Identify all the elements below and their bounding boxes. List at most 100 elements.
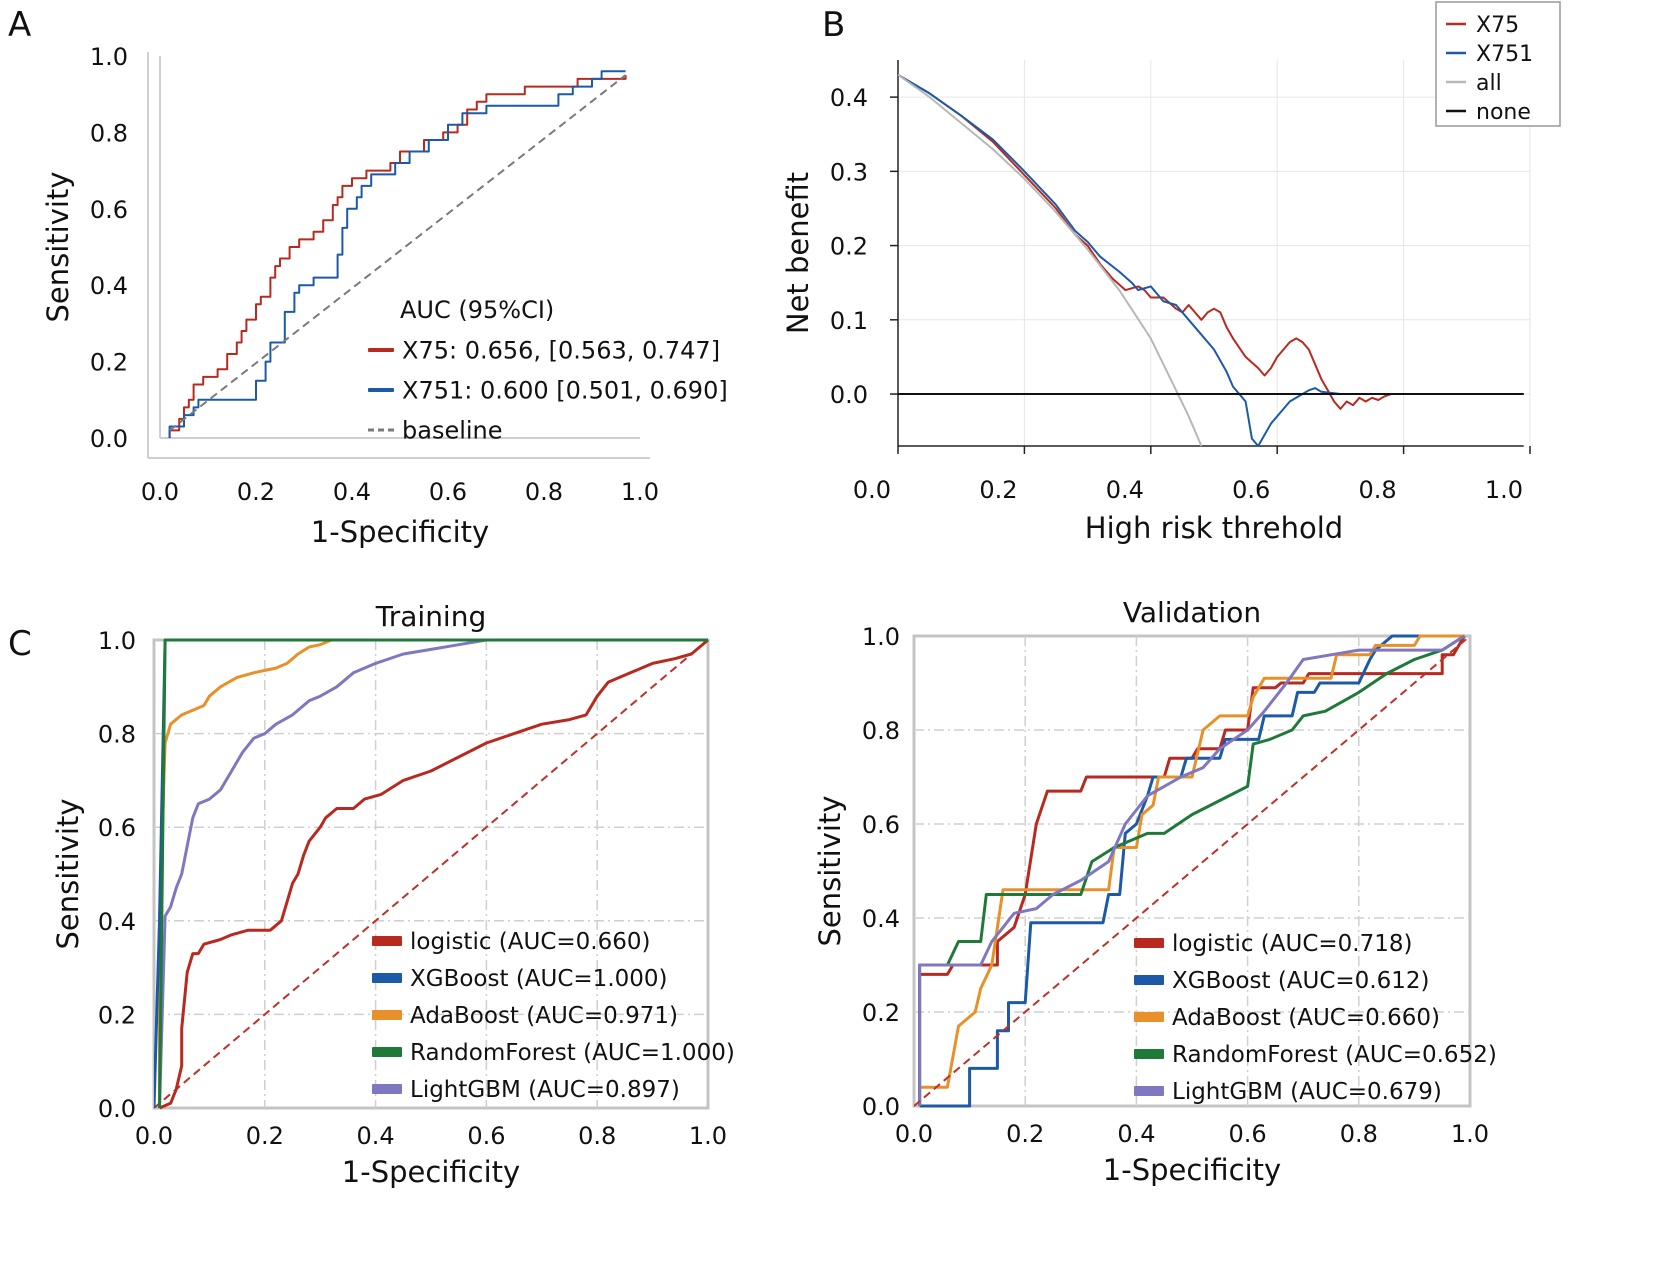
legend-swatch-adaboost-auc-0-660 [1134,1012,1164,1022]
x-tick-label: 0.0 [895,1120,933,1148]
x-axis-label: 1-Specificity [1103,1153,1281,1187]
y-axis-label: Sensitivity [41,172,75,323]
series-line-x751-0-600-0-501-0-690 [168,70,626,438]
y-axis-label: Sensitivity [51,799,85,950]
series-line-baseline [154,639,709,1109]
y-tick-label: 0.2 [830,233,868,261]
series-line-baseline [168,74,627,432]
legend-swatch-randomforest-auc-1-000 [372,1047,402,1057]
y-tick-label: 0.2 [862,999,900,1027]
legend-label-xgboost-auc-1-000: XGBoost (AUC=1.000) [410,966,668,992]
y-tick-label: 0.4 [98,908,136,936]
legend-swatch-logistic-auc-0-660 [372,936,402,946]
panel-c-training-roc-chart: 0.0 0.2 0.4 0.6 0.8 1.0 0.0 0.2 0.4 0.6 0.8 1.0 1-Sp… [51,600,735,1189]
legend-swatch-xgboost-auc-0-612 [1134,975,1164,985]
series-line-baseline [914,635,1471,1107]
y-tick-label: 1.0 [90,43,128,71]
legend-label-none: none [1476,100,1531,125]
x-tick-label: 0.8 [578,1122,616,1150]
y-axis-label: Net benefit [781,172,815,334]
y-tick-label: 0.8 [98,721,136,749]
y-tick-label: 0.0 [98,1095,136,1123]
legend-swatch-lightgbm-auc-0-679 [1134,1086,1164,1096]
x-tick-label: 0.0 [141,478,179,506]
y-tick-label: 0.6 [98,814,136,842]
legend-swatch-logistic-auc-0-718 [1134,938,1164,948]
legend-label-randomforest-auc-1-000: RandomForest (AUC=1.000) [410,1040,735,1066]
panel-label-b: B [822,5,845,45]
legend-label-adaboost-auc-0-971: AdaBoost (AUC=0.971) [410,1003,678,1029]
x-axis-label: High risk threhold [1085,511,1343,545]
plot-frame [912,634,1472,1108]
x-tick-label: 0.6 [467,1122,505,1150]
x-tick-label: 0.6 [1229,1120,1267,1148]
y-tick-label: 0.1 [830,307,868,335]
legend-label-adaboost-auc-0-660: AdaBoost (AUC=0.660) [1172,1005,1440,1031]
x-tick-label: 0.6 [1232,476,1270,504]
legend-label-all: all [1476,71,1502,96]
y-tick-label: 0.0 [862,1093,900,1121]
y-tick-label: 1.0 [862,623,900,651]
x-tick-label: 0.4 [333,478,371,506]
x-tick-label: 0.2 [237,478,275,506]
legend-swatch-xgboost-auc-1-000 [372,973,402,983]
y-tick-label: 0.2 [98,1001,136,1029]
x-tick-label: 0.0 [853,476,891,504]
panel-c-validation-roc-chart: 0.0 0.2 0.4 0.6 0.8 1.0 0.0 0.2 0.4 0.6 0.8 1.0 1-Sp… [813,596,1497,1187]
series-line-x751 [898,73,1524,447]
y-tick-label: 0.0 [90,425,128,453]
legend-swatch-lightgbm-auc-0-897 [372,1084,402,1094]
legend-swatch-adaboost-auc-0-971 [372,1010,402,1020]
x-tick-label: 0.6 [429,478,467,506]
series-line-lightgbm-auc-0-897 [158,638,708,1109]
legend-label-baseline: baseline [402,416,503,444]
x-tick-label: 1.0 [1485,476,1523,504]
x-tick-label: 0.8 [1340,1120,1378,1148]
legend-label-lightgbm-auc-0-897: LightGBM (AUC=0.897) [410,1077,680,1103]
x-tick-label: 1.0 [1451,1120,1489,1148]
legend-label-randomforest-auc-0-652: RandomForest (AUC=0.652) [1172,1042,1497,1068]
series-line-randomforest-auc-1-000 [158,638,708,1109]
y-tick-label: 0.6 [862,811,900,839]
y-tick-label: 1.0 [98,627,136,655]
series-line-x75 [898,73,1392,410]
series-line-logistic-auc-0-660 [158,638,709,1110]
x-tick-label: 0.8 [525,478,563,506]
y-tick-label: 0.2 [90,349,128,377]
y-tick-label: 0.0 [830,381,868,409]
legend-label-x751: X751 [1476,42,1533,67]
series-line-all [898,73,1203,447]
x-tick-label: 0.2 [979,476,1017,504]
legend-swatch-x751-0-600-0-501-0-690 [368,388,394,392]
legend-label-logistic-auc-0-718: logistic (AUC=0.718) [1172,931,1413,957]
chart-title: Training [375,600,486,633]
y-tick-label: 0.8 [862,717,900,745]
series-line-randomforest-auc-0-652 [918,634,1466,1106]
y-tick-label: 0.4 [830,84,868,112]
series-line-lightgbm-auc-0-679 [918,634,1466,1106]
legend-label-x751-0-600-0-501-0-690: X751: 0.600 [0.501, 0.690] [402,376,728,404]
legend-swatch-x75-0-656-0-563-0-747 [368,348,394,352]
panel-label-c: C [8,624,32,664]
series-line-adaboost-auc-0-971 [158,638,708,1108]
legend-label-xgboost-auc-0-612: XGBoost (AUC=0.612) [1172,968,1430,994]
series-line-adaboost-auc-0-660 [918,634,1465,1106]
x-tick-label: 1.0 [621,478,659,506]
x-tick-label: 1.0 [689,1122,727,1150]
panel-a-roc-chart: 0.0 0.2 0.4 0.6 0.8 1.0 0.0 0.2 0.4 0.6 0.8 1.0 1-Sp… [41,43,728,549]
y-axis-label: Sensitivity [813,796,847,947]
panel-label-a: A [8,5,31,45]
x-tick-label: 0.8 [1359,476,1397,504]
y-tick-label: 0.3 [830,158,868,186]
x-axis-label: 1-Specificity [311,515,489,549]
legend-label-logistic-auc-0-660: logistic (AUC=0.660) [410,929,651,955]
legend-label-x75-0-656-0-563-0-747: X75: 0.656, [0.563, 0.747] [402,336,720,364]
y-tick-label: 0.6 [90,196,128,224]
y-tick-label: 0.4 [862,905,900,933]
chart-title: Validation [1123,596,1261,629]
x-tick-label: 0.4 [1106,476,1144,504]
x-tick-label: 0.0 [135,1122,173,1150]
legend-label-lightgbm-auc-0-679: LightGBM (AUC=0.679) [1172,1079,1442,1105]
x-tick-label: 0.2 [1006,1120,1044,1148]
